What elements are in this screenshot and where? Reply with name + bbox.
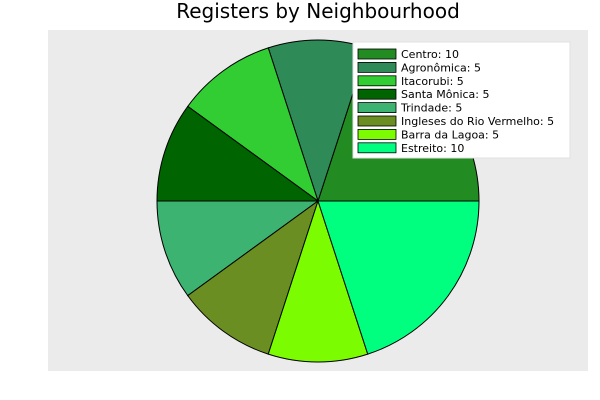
legend-label: Santa Mônica: 5 xyxy=(401,88,489,101)
legend-swatch xyxy=(357,75,397,87)
legend-label: Agronômica: 5 xyxy=(401,61,481,74)
legend-swatch xyxy=(357,128,397,140)
pie-slice-santa-monica xyxy=(156,105,320,202)
chart-title: Registers by Neighbourhood xyxy=(176,0,460,23)
legend-swatch xyxy=(357,62,397,73)
legend-label: Ingleses do Rio Vermelho: 5 xyxy=(401,115,554,128)
legend-label: Estreito: 10 xyxy=(401,142,464,155)
legend-label: Trindade: 5 xyxy=(400,102,462,115)
legend-label: Barra da Lagoa: 5 xyxy=(401,128,499,141)
pie-slice-estreito xyxy=(317,200,480,355)
pie-slice-barra-da-lagoa xyxy=(267,199,369,363)
legend-label: Itacorubi: 5 xyxy=(401,75,464,88)
pie-slice-ingleses-do-rio-vermelho xyxy=(187,199,319,355)
pie-slice-itacorubi xyxy=(187,47,319,203)
legend-swatch xyxy=(357,142,397,154)
legend-swatch xyxy=(357,115,397,127)
legend-swatch xyxy=(357,48,397,60)
legend-label: Centro: 10 xyxy=(401,48,459,61)
legend-swatch xyxy=(357,102,397,113)
legend-swatch xyxy=(357,88,397,100)
pie-slice-trindade xyxy=(156,200,320,297)
